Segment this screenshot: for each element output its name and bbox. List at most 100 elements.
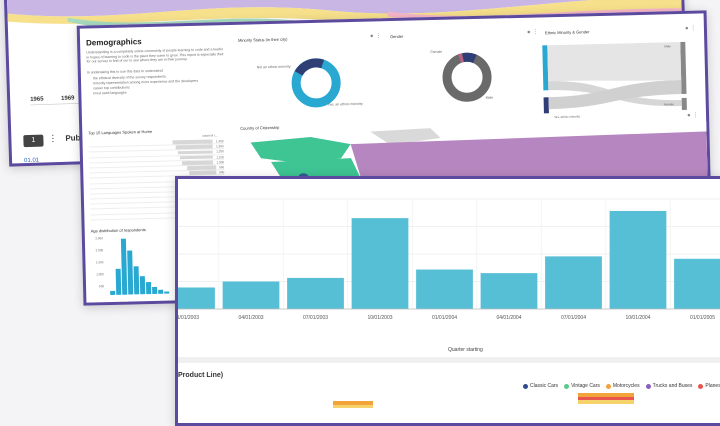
- back-toggle-button[interactable]: 1: [23, 134, 44, 148]
- stacked-bar-top: [578, 397, 634, 400]
- x-tick-label: 04/01/2003: [238, 315, 263, 321]
- panel-options-icon[interactable]: ● ⋮: [526, 29, 539, 36]
- bar-01-01-2005[interactable]: [674, 258, 720, 309]
- legend-dot-icon: [523, 383, 528, 389]
- bar-10-01-2004[interactable]: [609, 210, 667, 309]
- hist-bar: [115, 268, 122, 295]
- donut-label-minority-yes: Yes, an ethnic minority: [327, 101, 363, 107]
- sankey-link: [548, 79, 682, 110]
- lang-bar: [172, 139, 214, 145]
- legend-item[interactable]: Planes: [698, 383, 720, 389]
- panel-title-gender: Gender: [389, 33, 404, 40]
- lang-bar: [175, 144, 214, 150]
- donut-label-minority-not: Not an ethnic minority: [256, 64, 291, 70]
- donut-slice-female: [442, 52, 492, 102]
- gender-donut-chart: [442, 52, 492, 102]
- legend-dot-icon: [605, 383, 611, 389]
- product-legend: Classic Cars Vintage Cars Motorcycles Truck…: [523, 383, 720, 389]
- hist-bar: [120, 238, 128, 295]
- bar-04-01-2003[interactable]: [222, 281, 280, 310]
- map-region-greenland: [370, 128, 441, 146]
- lang-count: 900: [219, 170, 225, 175]
- bar-07-01-2003[interactable]: [287, 277, 344, 309]
- section-divider: [178, 357, 720, 363]
- x-tick-label: 07/01/2003: [303, 315, 328, 321]
- panel-title-ethnic-minority-gender: Ethnic Minority & Gender: [544, 29, 590, 36]
- hist-bar: [133, 266, 140, 295]
- x-tick-label: 01/01/2003: [178, 315, 199, 321]
- age-y-tick: 1,000: [96, 272, 104, 277]
- donut-slice-male: [442, 52, 492, 102]
- sankey-label-right-top: Male: [664, 44, 671, 49]
- legend-label: Vintage Cars: [571, 383, 600, 389]
- lang-bar: [177, 150, 214, 155]
- bar-01-01-2004[interactable]: [416, 269, 473, 309]
- legend-label: Motorcycles: [612, 383, 640, 389]
- age-y-tick: 2,500: [95, 236, 103, 241]
- age-y-tick: 2,000: [95, 248, 104, 253]
- sankey-label-right-bottom: Female: [663, 102, 674, 107]
- hist-bar: [110, 290, 116, 295]
- panel-title-minority-status: Minority Status (in their city): [238, 36, 288, 43]
- legend-item[interactable]: Vintage Cars: [564, 383, 600, 389]
- product-line-chart-peek: [333, 393, 634, 408]
- hist-bar: [127, 250, 134, 295]
- axis-year-1969: 1969: [61, 95, 75, 102]
- age-y-tick: 500: [98, 284, 105, 289]
- stacked-bar-top: [333, 401, 373, 405]
- sankey-node-left-bottom: [543, 97, 549, 114]
- x-tick-label: 04/01/2004: [496, 315, 521, 321]
- stacked-bar-top: [333, 405, 373, 408]
- footer-value: 01.01: [23, 157, 40, 165]
- bar-01-01-2003[interactable]: [178, 287, 215, 309]
- stream-band-yellow: [7, 0, 688, 24]
- lang-table-header: count of r...: [202, 133, 218, 138]
- sankey-link: [547, 41, 682, 82]
- bar-10-01-2003[interactable]: [351, 218, 409, 309]
- hist-bar: [152, 286, 158, 294]
- legend-item[interactable]: Classic Cars: [523, 383, 558, 389]
- legend-item[interactable]: Trucks and Buses: [645, 383, 693, 389]
- axis-year-1965: 1965: [30, 96, 44, 103]
- more-icon[interactable]: ⋮: [48, 133, 58, 144]
- product-line-title: Product Line): [178, 372, 224, 379]
- x-tick-label: 10/01/2003: [367, 315, 392, 321]
- demographics-bullet-list: the ethnical diversity of the survey res…: [93, 73, 223, 96]
- lang-count: 1,300: [216, 144, 224, 149]
- panel-options-icon[interactable]: ● ⋮: [369, 33, 382, 40]
- back-toggle-label: 1: [31, 136, 36, 144]
- bar-04-01-2004[interactable]: [480, 273, 538, 309]
- sankey-node-right-top: [680, 41, 687, 94]
- hist-bar: [158, 289, 164, 294]
- legend-label: Classic Cars: [530, 383, 559, 389]
- lang-bar: [187, 165, 217, 170]
- legend-dot-icon: [698, 383, 704, 389]
- age-histogram: [110, 238, 170, 295]
- legend-label: Planes: [705, 383, 720, 389]
- lang-count: 950: [219, 165, 225, 170]
- panel-options-icon[interactable]: ● ⋮: [686, 112, 699, 119]
- demographics-title: Demographics: [85, 37, 142, 48]
- panel-options-icon[interactable]: ● ⋮: [684, 25, 697, 32]
- map-region-north-america: [250, 137, 351, 164]
- x-tick-label: 07/01/2004: [561, 315, 586, 321]
- panel-title-country-citizenship: Country of Citizenship: [240, 124, 280, 131]
- bar-07-01-2004[interactable]: [545, 256, 602, 309]
- stacked-bar-top: [578, 393, 634, 397]
- donut-label-female: Female: [430, 49, 443, 55]
- hist-bar: [145, 281, 152, 295]
- lang-bar: [182, 160, 214, 165]
- legend-label: Trucks and Buses: [652, 383, 693, 389]
- legend-dot-icon: [564, 383, 570, 389]
- x-axis-title: Quarter starting: [448, 347, 483, 353]
- donut-slice-other: [442, 52, 492, 102]
- lang-count: 1,200: [216, 149, 224, 154]
- legend-dot-icon: [645, 383, 651, 389]
- sankey-label-left-bottom: Yes, ethnic minority: [553, 114, 580, 120]
- x-tick-label: 10/01/2004: [625, 315, 650, 321]
- lang-count: 1,100: [216, 154, 224, 160]
- quarterly-bar-chart: 01/01/2003 04/01/2003 07/01/2003 10/01/2003…: [178, 198, 720, 321]
- lang-count: 1,400: [215, 139, 224, 144]
- legend-item[interactable]: Motorcycles: [605, 383, 640, 389]
- donut-label-male: Male: [485, 95, 494, 100]
